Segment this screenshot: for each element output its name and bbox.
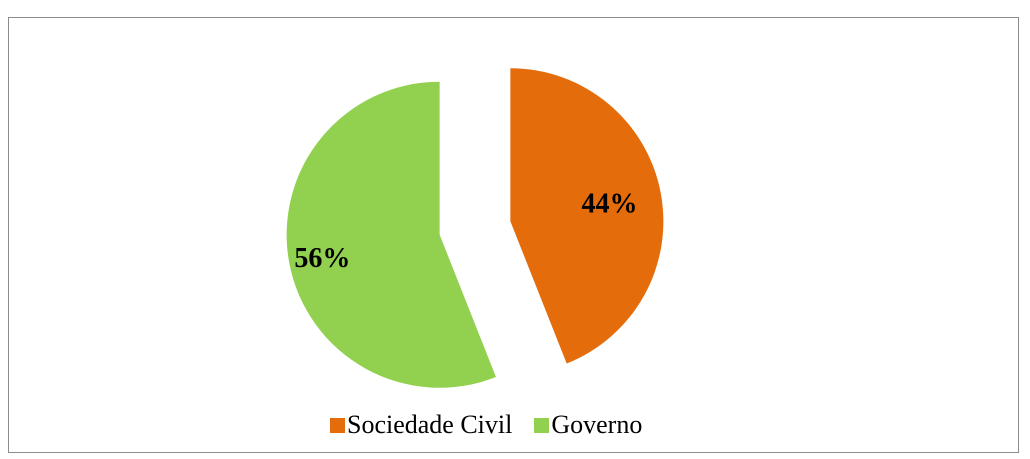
legend-swatch-sociedade-civil: [330, 417, 345, 433]
legend-label-governo: Governo: [551, 410, 643, 439]
data-label-sociedade-civil: 44%: [582, 188, 638, 219]
pie-slice-governo: [286, 81, 496, 388]
legend-label-sociedade-civil: Sociedade Civil: [347, 410, 513, 439]
legend-swatch-governo: [534, 417, 550, 433]
legend-item-governo: Governo: [534, 410, 642, 440]
legend-item-sociedade-civil: Sociedade Civil: [330, 410, 512, 440]
pie-slice-sociedade-civil: [510, 68, 664, 364]
legend: Sociedade Civil Governo: [330, 410, 664, 440]
data-label-governo: 56%: [294, 243, 350, 274]
